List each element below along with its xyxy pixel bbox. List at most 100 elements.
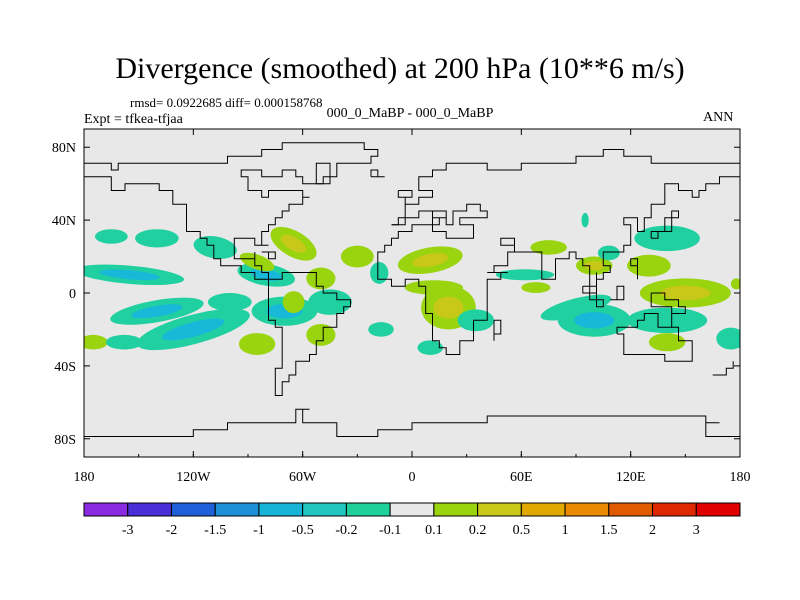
divergence-core	[131, 304, 183, 319]
divergence-core	[433, 296, 464, 319]
colorbar-label: 0.2	[469, 523, 487, 538]
divergence-cell	[282, 291, 305, 314]
colorbar-swatch	[477, 502, 522, 517]
coastline	[397, 190, 413, 205]
divergence-cell	[136, 308, 250, 351]
coastline	[712, 361, 734, 376]
y-tick-label: 40N	[52, 214, 76, 229]
x-tick-label: 60E	[510, 470, 533, 485]
divergence-contour	[730, 278, 740, 290]
colorbar-label: -0.1	[379, 523, 401, 538]
colorbar-swatch	[652, 502, 697, 517]
colorbar-label: -1	[253, 523, 265, 538]
divergence-contour	[530, 240, 567, 255]
divergence-cell	[495, 269, 555, 281]
divergence-contour	[581, 212, 589, 228]
divergence-contour	[306, 323, 336, 346]
divergence-core	[99, 269, 160, 281]
y-tick-label: 40S	[54, 360, 76, 375]
divergence-cell	[84, 264, 185, 286]
coastline	[610, 285, 625, 301]
divergence-cell	[397, 246, 463, 274]
divergence-core	[412, 253, 449, 268]
divergence-contour	[238, 333, 276, 355]
divergence-cell	[270, 226, 317, 261]
divergence-cell	[581, 212, 589, 228]
colorbar-swatch	[214, 502, 260, 517]
divergence-cell	[237, 262, 295, 287]
divergence-contour	[84, 334, 108, 350]
divergence-core	[280, 234, 307, 253]
divergence-cell	[94, 229, 128, 244]
divergence-cell	[239, 252, 275, 272]
experiment-label: Expt = tfkea-tfjaa	[84, 112, 183, 127]
colorbar-swatch	[695, 502, 741, 517]
coastline	[370, 169, 385, 178]
colorbar-label: 1	[562, 523, 569, 538]
divergence-cell	[716, 327, 740, 350]
colorbar-label: -0.5	[292, 523, 314, 538]
coastline	[630, 258, 638, 280]
experiment-pair-label: 000_0_MaBP - 000_0_MaBP	[326, 106, 494, 121]
coastline	[261, 251, 276, 260]
colorbar: -3 -2 -1.5 -1 -0.5 -0.2 -0.1 0.1 0.2 0.5 1 1.5 2 3	[83, 502, 741, 538]
divergence-cell	[417, 340, 443, 355]
divergence-contour	[648, 333, 686, 352]
coastline	[616, 313, 693, 362]
divergence-core	[250, 268, 283, 281]
x-tick-label: 60W	[289, 470, 317, 485]
x-tick-label: 120E	[616, 470, 646, 485]
colorbar-label: 1.5	[600, 523, 618, 538]
divergence-cell	[730, 278, 740, 290]
colorbar-label: 0.1	[425, 523, 443, 538]
divergence-cell	[193, 236, 237, 259]
coastline	[84, 142, 379, 396]
stats-label: rmsd= 0.0922685 diff= 0.000158768	[130, 95, 323, 110]
divergence-contour	[340, 245, 374, 268]
plot-area	[84, 129, 740, 457]
divergence-cell	[238, 333, 276, 355]
plot-background	[84, 129, 740, 457]
divergence-cell	[84, 334, 108, 350]
colorbar-swatch	[127, 502, 172, 517]
season-label: ANN	[703, 110, 734, 125]
divergence-contour	[207, 293, 252, 312]
x-tick-label: 0	[409, 470, 416, 485]
colorbar-swatch	[83, 502, 129, 517]
y-tick-label: 0	[69, 287, 76, 302]
colorbar-swatch	[564, 502, 610, 517]
divergence-cell	[308, 289, 352, 315]
axis-ticks: 180 120W 60W 0 60E 120E 180 80N 40N 0 40S 80S	[52, 129, 751, 485]
colorbar-swatch	[389, 502, 435, 517]
colorbar-label: 0.5	[513, 523, 531, 538]
divergence-cell	[648, 333, 686, 352]
divergence-cell	[521, 282, 551, 293]
divergence-contour	[716, 327, 740, 350]
coastline	[493, 319, 502, 341]
colorbar-swatch	[345, 502, 391, 517]
x-tick-label: 120W	[176, 470, 211, 485]
divergence-contour	[521, 282, 551, 293]
coastline	[377, 176, 740, 355]
divergence-cell	[639, 278, 731, 308]
divergence-contour	[193, 236, 237, 259]
colorbar-swatch	[258, 502, 304, 517]
divergence-cell	[207, 293, 252, 312]
coastline	[391, 149, 740, 226]
divergence-cell	[340, 245, 374, 268]
colorbar-swatch	[608, 502, 654, 517]
coastlines	[84, 142, 740, 437]
divergence-contour	[417, 340, 443, 355]
divergence-cell	[135, 229, 179, 248]
divergence-contour	[370, 262, 389, 284]
x-tick-label: 180	[730, 470, 751, 485]
divergence-cell	[370, 262, 389, 284]
divergence-contour	[308, 289, 352, 315]
y-tick-label: 80S	[54, 433, 76, 448]
divergence-contour	[94, 229, 128, 244]
divergence-contour	[105, 334, 143, 350]
divergence-cell	[597, 245, 620, 261]
coastline	[315, 162, 331, 185]
colorbar-label: -3	[122, 523, 134, 538]
